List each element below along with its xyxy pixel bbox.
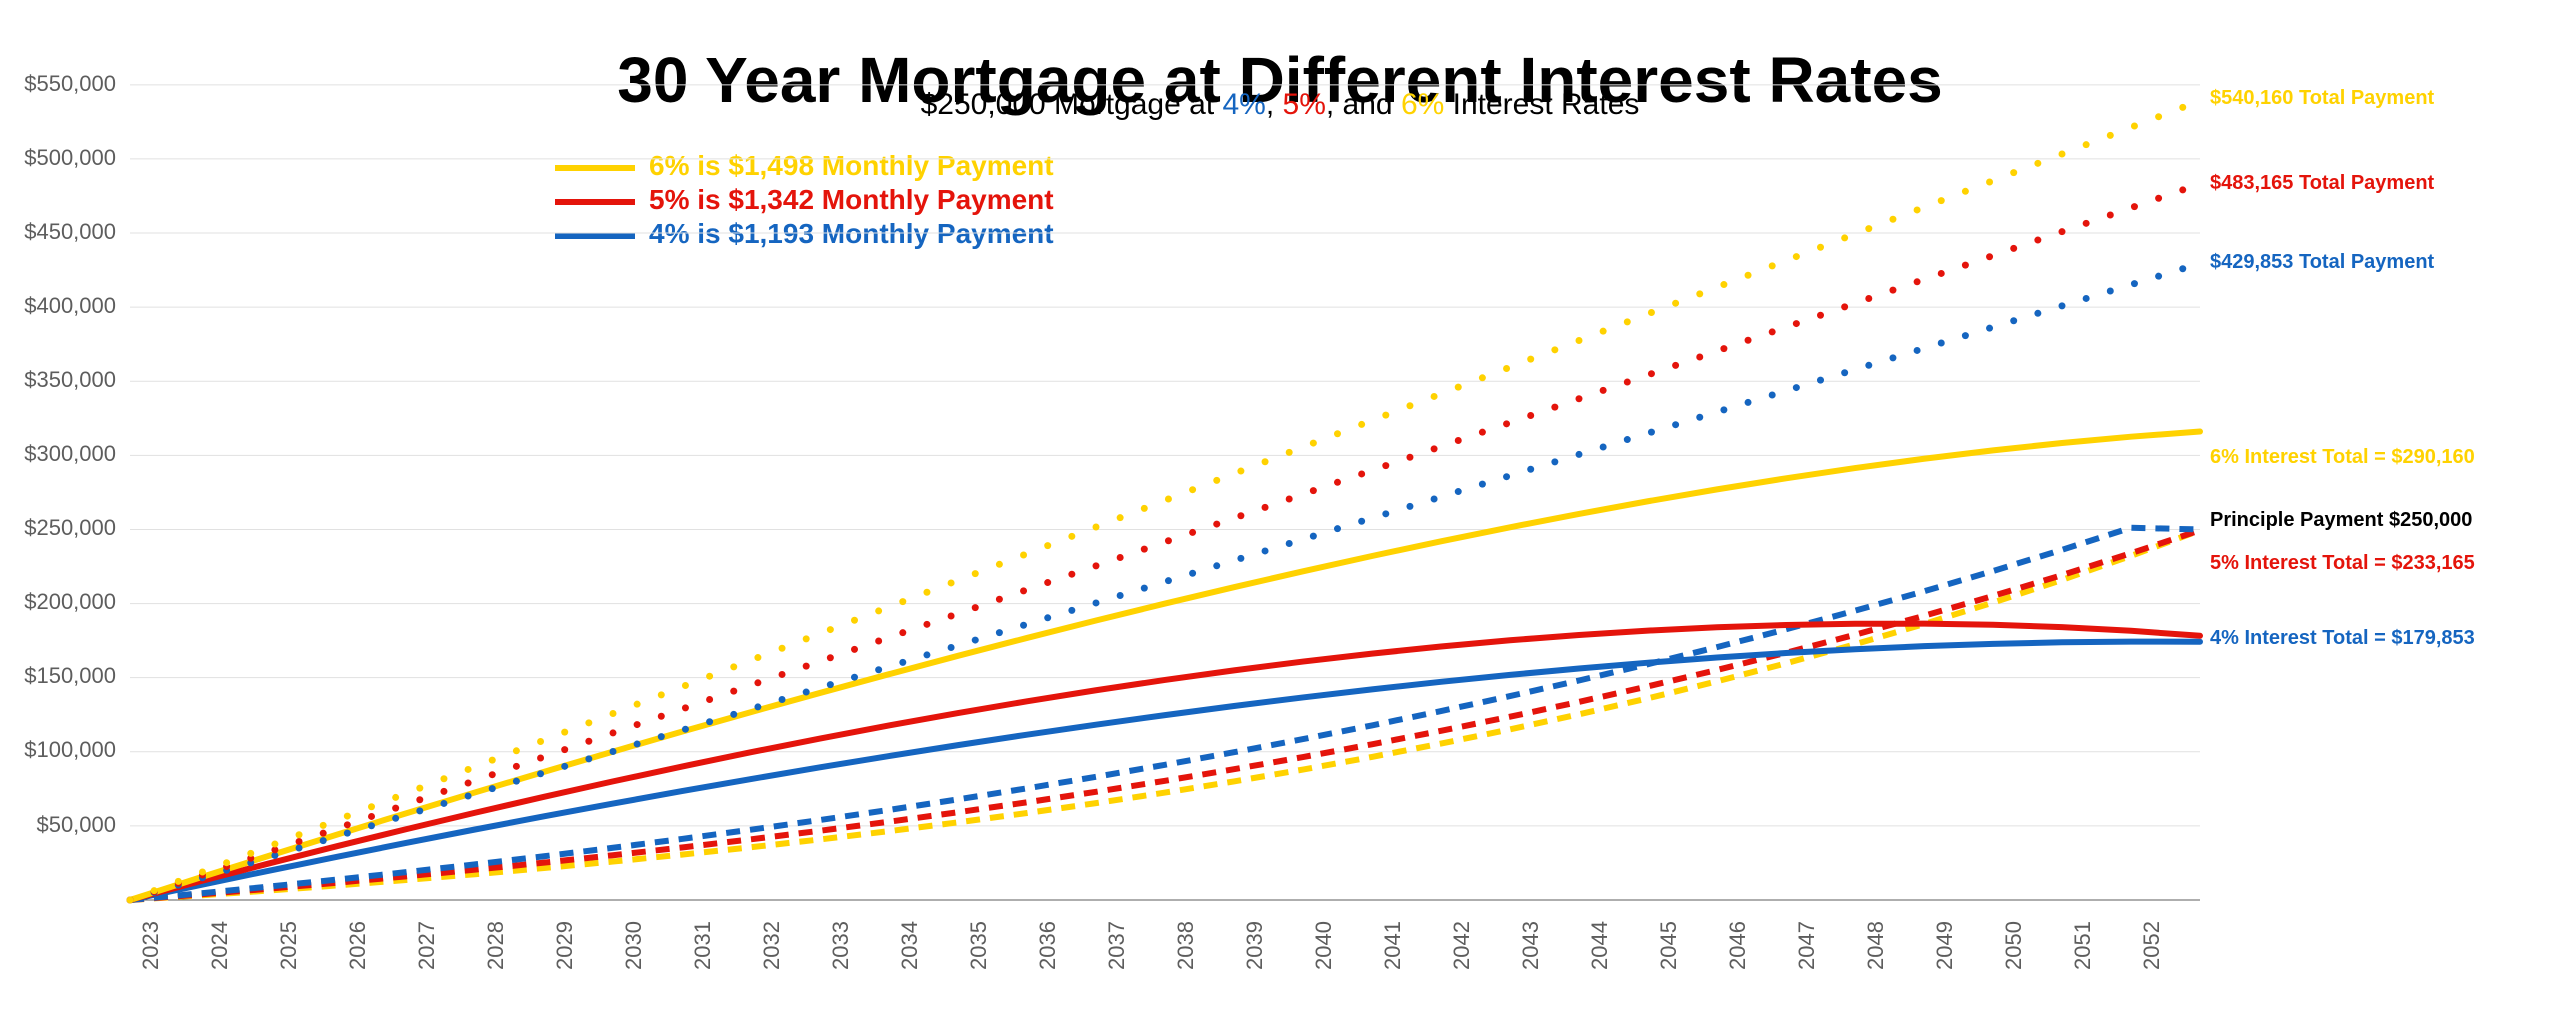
x-tick-label: 2052 [2139, 921, 2165, 970]
x-tick-label: 2033 [828, 921, 854, 970]
y-tick-label: $550,000 [0, 71, 116, 97]
x-tick-label: 2050 [2001, 921, 2027, 970]
x-tick-label: 2032 [759, 921, 785, 970]
x-tick-label: 2037 [1104, 921, 1130, 970]
x-tick-label: 2049 [1932, 921, 1958, 970]
x-tick-label: 2030 [621, 921, 647, 970]
x-tick-label: 2040 [1311, 921, 1337, 970]
y-tick-label: $300,000 [0, 441, 116, 467]
x-tick-label: 2043 [1518, 921, 1544, 970]
end-label-0: $540,160 Total Payment [2210, 87, 2434, 110]
x-tick-label: 2034 [897, 921, 923, 970]
x-tick-label: 2045 [1656, 921, 1682, 970]
x-tick-label: 2038 [1173, 921, 1199, 970]
y-tick-label: $100,000 [0, 737, 116, 763]
end-label-4: 5% Interest Total = $233,165 [2210, 552, 2475, 575]
end-label-3: 6% Interest Total = $290,160 [2210, 446, 2475, 469]
x-tick-label: 2046 [1725, 921, 1751, 970]
x-tick-label: 2031 [690, 921, 716, 970]
end-label-1: $483,165 Total Payment [2210, 172, 2434, 195]
end-label-5: 4% Interest Total = $179,853 [2210, 627, 2475, 650]
y-tick-label: $350,000 [0, 367, 116, 393]
x-tick-label: 2024 [207, 921, 233, 970]
y-tick-label: $400,000 [0, 293, 116, 319]
x-tick-label: 2023 [138, 921, 164, 970]
x-tick-label: 2051 [2070, 921, 2096, 970]
x-tick-label: 2041 [1380, 921, 1406, 970]
y-tick-label: $200,000 [0, 589, 116, 615]
y-tick-label: $50,000 [0, 812, 116, 838]
y-tick-label: $150,000 [0, 663, 116, 689]
x-tick-label: 2044 [1587, 921, 1613, 970]
end-label-6: Principle Payment $250,000 [2210, 509, 2472, 532]
plot-lines [0, 0, 2560, 1010]
x-tick-label: 2039 [1242, 921, 1268, 970]
x-tick-label: 2026 [345, 921, 371, 970]
x-tick-label: 2035 [966, 921, 992, 970]
y-tick-label: $500,000 [0, 145, 116, 171]
mortgage-chart: { "canvas": { "width": 2560, "height": 1… [0, 0, 2560, 1010]
y-tick-label: $450,000 [0, 219, 116, 245]
x-tick-label: 2027 [414, 921, 440, 970]
x-tick-label: 2036 [1035, 921, 1061, 970]
end-label-2: $429,853 Total Payment [2210, 251, 2434, 274]
x-tick-label: 2048 [1863, 921, 1889, 970]
x-tick-label: 2042 [1449, 921, 1475, 970]
x-tick-label: 2029 [552, 921, 578, 970]
x-tick-label: 2028 [483, 921, 509, 970]
y-tick-label: $250,000 [0, 515, 116, 541]
x-tick-label: 2025 [276, 921, 302, 970]
x-tick-label: 2047 [1794, 921, 1820, 970]
